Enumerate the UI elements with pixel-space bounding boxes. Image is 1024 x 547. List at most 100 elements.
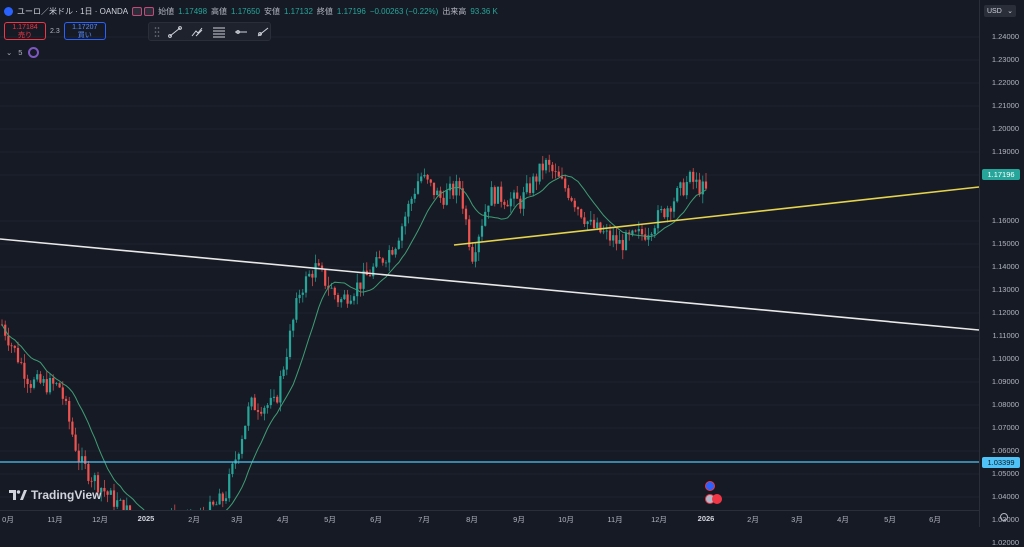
- candle-body: [493, 187, 496, 204]
- candle-body: [208, 501, 212, 510]
- candle-body: [80, 456, 84, 463]
- candle-body: [503, 201, 506, 205]
- candle-body: [330, 287, 333, 289]
- time-tick-label: 8月: [466, 515, 478, 524]
- candle-body: [314, 263, 317, 278]
- candle-body: [320, 265, 324, 270]
- volume-label: 出来高: [442, 7, 467, 16]
- candle-body: [119, 499, 122, 501]
- event-markers-bottom[interactable]: [705, 494, 722, 504]
- candle-body: [410, 198, 413, 204]
- candle-body: [509, 198, 512, 207]
- tradingview-logo[interactable]: TradingView: [9, 488, 101, 502]
- currency-selector[interactable]: USD ⌄: [984, 5, 1016, 17]
- candle-body: [13, 345, 16, 348]
- brush-tool-icon[interactable]: [190, 26, 204, 38]
- candle-body: [666, 208, 669, 218]
- candle-body: [52, 377, 55, 384]
- price-tick-label: 1.13000: [991, 285, 1019, 294]
- candle-body: [218, 493, 221, 505]
- time-tick-label: 12月: [92, 515, 108, 524]
- fib-tool-icon[interactable]: [212, 26, 226, 38]
- candle-body: [384, 262, 388, 264]
- time-tick-label: 4月: [277, 515, 289, 524]
- candle-body: [564, 178, 567, 189]
- candle-body: [224, 498, 228, 502]
- candle-body: [512, 192, 516, 199]
- candle-body: [452, 183, 455, 196]
- candle-body: [397, 240, 400, 249]
- candle-body: [596, 222, 599, 229]
- economic-event-icon[interactable]: [712, 494, 722, 504]
- candle-body: [423, 174, 426, 177]
- candle-body: [480, 225, 484, 237]
- time-tick-label: 12月: [651, 515, 667, 524]
- sell-label: 売り: [18, 32, 32, 39]
- currency-label: USD: [987, 7, 1002, 15]
- candle-body: [71, 421, 74, 435]
- chart-canvas[interactable]: [0, 0, 979, 510]
- symbol-title[interactable]: ユーロ／米ドル · 1日 · OANDA: [17, 7, 129, 16]
- time-axis[interactable]: 0月 11月 12月 2025 2月 3月 4月 5月 6月 7月 8月 9月 10月 11月 12月 202…: [0, 510, 979, 527]
- price-tick-label: 1.23000: [991, 55, 1019, 64]
- price-tick-label: 1.02000: [991, 538, 1019, 547]
- candle-body: [333, 287, 336, 296]
- candle-body: [100, 487, 103, 493]
- candle-body: [676, 188, 679, 202]
- price-tick-label: 1.06000: [991, 446, 1019, 455]
- candle-body: [640, 229, 644, 235]
- time-tick-label: 5月: [324, 515, 336, 524]
- eye-icon[interactable]: [132, 7, 143, 16]
- trendline-tool-icon[interactable]: [168, 25, 182, 38]
- close-value: 1.17196: [336, 7, 366, 16]
- price-tick-label: 1.24000: [991, 32, 1019, 41]
- sell-button[interactable]: 1.17184 売り: [4, 22, 46, 40]
- trendline-white[interactable]: [0, 238, 979, 331]
- candle-body: [343, 294, 346, 300]
- candle-body: [58, 383, 61, 388]
- price-tick-label: 1.10000: [991, 354, 1019, 363]
- candle-body: [279, 376, 282, 403]
- price-axis[interactable]: 1.24000 1.23000 1.22000 1.21000 1.20000 1.190…: [979, 0, 1024, 547]
- candle-body: [599, 222, 602, 233]
- candle-body: [106, 491, 109, 495]
- candle-body: [103, 487, 106, 492]
- close-label: 終値: [316, 7, 333, 16]
- candle-body: [615, 235, 618, 244]
- drag-handle-icon[interactable]: [153, 26, 160, 38]
- time-tick-label: 11月: [47, 515, 63, 524]
- indicator-count: 5: [18, 48, 23, 57]
- candle-body: [84, 456, 87, 464]
- settings-icon[interactable]: [1000, 513, 1008, 521]
- candle-body: [16, 347, 20, 363]
- indicator-row[interactable]: ⌄ 5: [6, 47, 40, 58]
- candle-body: [260, 411, 263, 414]
- candle-body: [672, 201, 676, 212]
- trendline-yellow[interactable]: [453, 186, 979, 246]
- chevron-down-icon[interactable]: ⌄: [6, 48, 13, 57]
- buy-button[interactable]: 1.17207 買い: [63, 22, 106, 40]
- candle-body: [464, 208, 468, 220]
- candle-body: [516, 192, 519, 199]
- candle-body: [372, 266, 375, 277]
- ray-tool-icon[interactable]: [256, 26, 270, 38]
- economic-event-icon[interactable]: [705, 481, 715, 491]
- candle-body: [669, 208, 672, 212]
- candle-body: [490, 187, 493, 206]
- buy-label: 買い: [77, 32, 92, 39]
- candle-body: [656, 210, 660, 229]
- candle-body: [308, 273, 311, 277]
- high-value: 1.17650: [231, 7, 260, 16]
- candle-body: [695, 179, 698, 182]
- candle-body: [362, 270, 365, 289]
- candle-body: [48, 377, 52, 393]
- time-tick-label: 5月: [884, 515, 896, 524]
- indicator-gear-icon[interactable]: [28, 47, 40, 58]
- candle-body: [77, 450, 80, 463]
- event-markers-top[interactable]: [705, 481, 715, 491]
- price-tick-label: 1.07000: [991, 423, 1019, 432]
- time-tick-label: 6月: [929, 515, 941, 524]
- horizontal-line-tool-icon[interactable]: [234, 26, 248, 38]
- chart-pane[interactable]: ユーロ／米ドル · 1日 · OANDA 始値 1.17498 高値 1.176…: [0, 0, 979, 510]
- settings-icon[interactable]: [144, 7, 155, 16]
